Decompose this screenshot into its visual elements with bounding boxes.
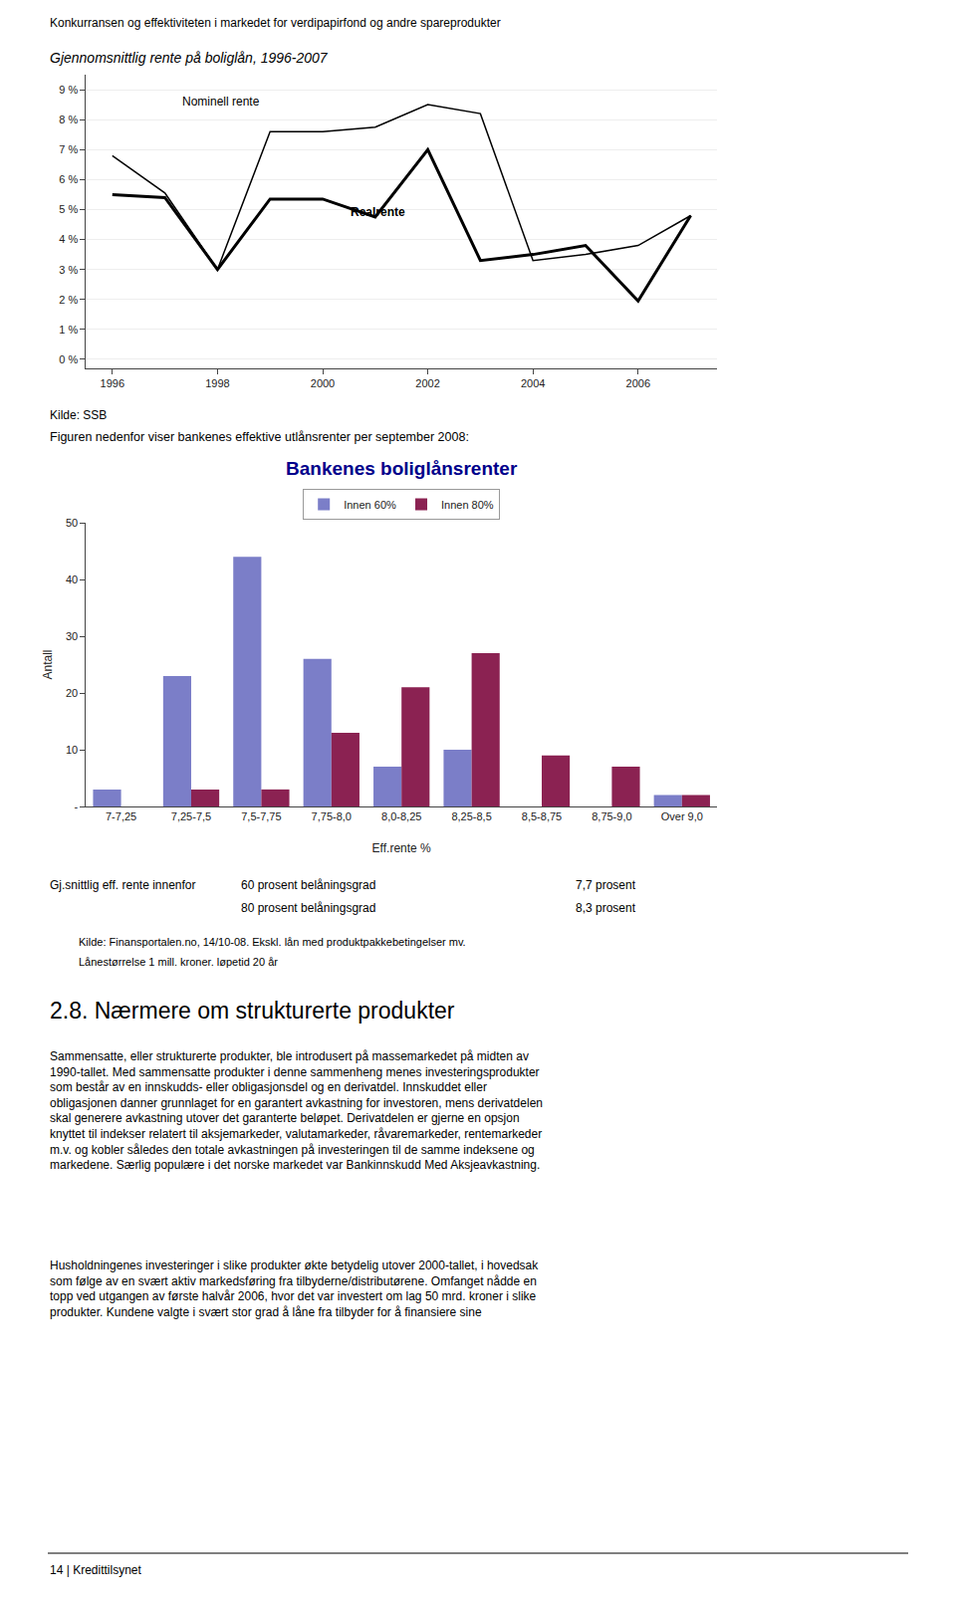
svg-text:20: 20 (65, 687, 78, 700)
svg-text:2006: 2006 (626, 377, 651, 390)
svg-text:Kilde: Finansportalen.no, 14/1: Kilde: Finansportalen.no, 14/10-08. Eksk… (78, 936, 467, 949)
svg-text:2.8. Nærmere om strukturerte p: 2.8. Nærmere om strukturerte produkter (49, 997, 456, 1024)
svg-text:Gjennomsnittlig rente på bolig: Gjennomsnittlig rente på boliglån, 1996-… (49, 49, 329, 66)
svg-text:1 %: 1 % (58, 323, 78, 336)
svg-text:7,5-7,75: 7,5-7,75 (240, 810, 281, 823)
svg-text:30: 30 (65, 630, 78, 643)
svg-text:Figuren nedenfor viser bankene: Figuren nedenfor viser bankenes effektiv… (49, 430, 470, 445)
svg-text:Lånestørrelse 1 mill. kroner.: Lånestørrelse 1 mill. kroner. løpetid 20… (78, 956, 278, 968)
svg-text:Innen 60%: Innen 60% (343, 498, 397, 511)
svg-text:-: - (74, 800, 79, 813)
svg-text:1996: 1996 (100, 377, 125, 390)
svg-text:10: 10 (65, 743, 78, 756)
svg-text:Innen 80%: Innen 80% (441, 498, 494, 511)
svg-text:9 %: 9 % (58, 83, 78, 96)
svg-text:Gj.snittlig eff. rente innenfo: Gj.snittlig eff. rente innenfor (49, 878, 197, 893)
svg-text:14 | Kredittilsynet: 14 | Kredittilsynet (49, 1563, 142, 1578)
svg-text:Husholdningenes investeringer: Husholdningenes investeringer i slike pr… (49, 1258, 539, 1320)
svg-text:3 %: 3 % (58, 263, 78, 276)
svg-text:60 prosent belåningsgrad: 60 prosent belåningsgrad (240, 878, 376, 893)
svg-text:Eff.rente %: Eff.rente % (372, 841, 432, 856)
svg-text:2000: 2000 (310, 377, 335, 390)
svg-text:2002: 2002 (415, 377, 440, 390)
svg-text:1998: 1998 (205, 377, 230, 390)
svg-text:8,0-8,25: 8,0-8,25 (381, 810, 422, 823)
svg-text:Konkurransen og effektiviteten: Konkurransen og effektiviteten i markede… (49, 15, 501, 30)
svg-text:7-7,25: 7-7,25 (105, 810, 137, 823)
svg-text:7,7 prosent: 7,7 prosent (575, 878, 637, 893)
svg-text:8,5-8,75: 8,5-8,75 (521, 810, 562, 823)
svg-text:Antall: Antall (40, 649, 55, 680)
svg-text:8,3 prosent: 8,3 prosent (575, 901, 637, 916)
svg-text:8,25-8,5: 8,25-8,5 (451, 810, 491, 823)
svg-text:0 %: 0 % (58, 353, 78, 366)
svg-text:4 %: 4 % (58, 233, 78, 245)
svg-text:40: 40 (65, 573, 78, 586)
svg-text:2004: 2004 (520, 377, 545, 390)
svg-text:7 %: 7 % (58, 143, 78, 156)
svg-text:Bankenes boliglånsrenter: Bankenes boliglånsrenter (285, 458, 518, 479)
svg-text:50: 50 (65, 516, 78, 529)
svg-text:Nominell rente: Nominell rente (182, 94, 260, 109)
svg-text:8 %: 8 % (58, 113, 78, 126)
svg-text:5 %: 5 % (58, 203, 78, 216)
svg-text:7,75-8,0: 7,75-8,0 (311, 810, 352, 823)
svg-text:7,25-7,5: 7,25-7,5 (171, 810, 212, 823)
svg-text:Over 9,0: Over 9,0 (661, 810, 704, 823)
svg-text:80 prosent belåningsgrad: 80 prosent belåningsgrad (240, 901, 376, 916)
svg-text:Realrente: Realrente (350, 205, 406, 220)
svg-text:6 %: 6 % (58, 173, 78, 186)
svg-text:Kilde: SSB: Kilde: SSB (49, 408, 107, 423)
svg-text:Sammensatte, eller strukturert: Sammensatte, eller strukturerte produkte… (49, 1049, 543, 1173)
svg-text:2 %: 2 % (58, 293, 78, 306)
svg-text:8,75-9,0: 8,75-9,0 (591, 810, 632, 823)
